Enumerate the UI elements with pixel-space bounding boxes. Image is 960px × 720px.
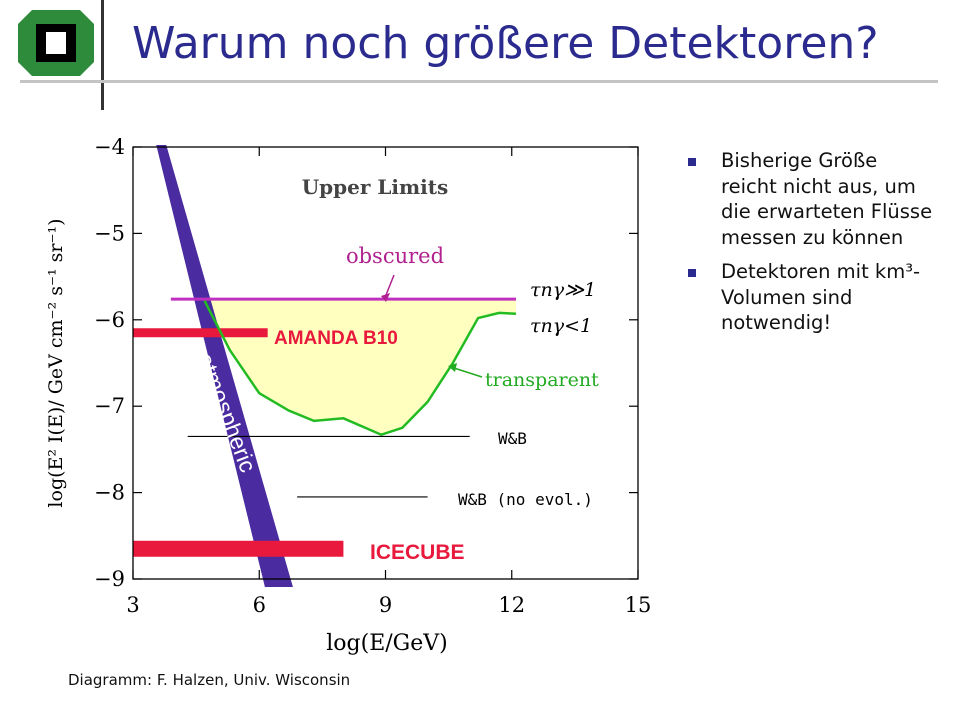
obscured-pointer — [385, 274, 395, 296]
x-tick-label: 12 — [498, 593, 525, 617]
bullet-item: Bisherige Größe reicht nicht aus, um die… — [688, 148, 938, 251]
upper-limits-chart: 3 6 9 12 15 −4 −5 −6 −7 −8 −9 Upper Limits obscure… — [45, 135, 651, 656]
transparent-label: transparent — [485, 369, 599, 391]
axis-ticks: 3 6 9 12 15 −4 −5 −6 −7 −8 −9 — [94, 135, 651, 617]
chart-title: Upper Limits — [302, 175, 449, 199]
y-tick-label: −8 — [94, 481, 125, 505]
obscured-pointer-head — [381, 293, 390, 302]
x-tick-label: 15 — [625, 593, 652, 617]
y-tick-label: −4 — [94, 135, 125, 159]
amanda-label: AMANDA B10 — [274, 328, 398, 349]
y-tick-label: −9 — [94, 567, 125, 591]
square-bullet-icon — [688, 268, 696, 277]
bullet-list: Bisherige Größe reicht nicht aus, um die… — [688, 148, 938, 344]
logo-ring — [18, 10, 94, 76]
tau-high-label: τnγ≫1 — [530, 279, 596, 301]
x-tick-label: 3 — [126, 593, 139, 617]
bullet-item: Detektoren mit km³-Volumen sind notwendi… — [688, 259, 938, 336]
x-tick-label: 6 — [253, 593, 266, 617]
y-tick-label: −7 — [94, 394, 125, 418]
x-tick-label: 9 — [379, 593, 392, 617]
icecube-label: ICECUBE — [370, 541, 465, 564]
bullet-text: Detektoren mit km³-Volumen sind notwendi… — [721, 259, 921, 335]
logo-inner — [36, 24, 76, 62]
tau-low-label: τnγ<1 — [530, 315, 592, 337]
square-bullet-icon — [688, 158, 696, 166]
y-axis-label: log(E² I(E)/ GeV cm⁻² s⁻¹ sr⁻¹) — [45, 218, 67, 507]
transparent-pointer — [453, 367, 483, 378]
university-logo — [18, 10, 94, 76]
atmospheric-band — [156, 145, 293, 587]
wb-no-evol-label: W&B (no evol.) — [458, 490, 593, 509]
bullet-text: Bisherige Größe reicht nicht aus, um die… — [721, 149, 933, 250]
y-tick-label: −5 — [94, 221, 125, 245]
transparent-line — [203, 300, 517, 437]
obscured-label: obscured — [346, 244, 444, 268]
title-horizontal-rule — [20, 80, 938, 83]
wb-label: W&B — [498, 429, 527, 448]
diagram-caption: Diagramm: F. Halzen, Univ. Wisconsin — [68, 671, 351, 689]
y-tick-label: −6 — [94, 308, 125, 332]
x-axis-label: log(E/GeV) — [326, 631, 447, 656]
slide-title: Warum noch größere Detektoren? — [132, 18, 879, 69]
transparent-pointer-head — [448, 363, 457, 372]
title-vertical-rule — [101, 0, 104, 110]
